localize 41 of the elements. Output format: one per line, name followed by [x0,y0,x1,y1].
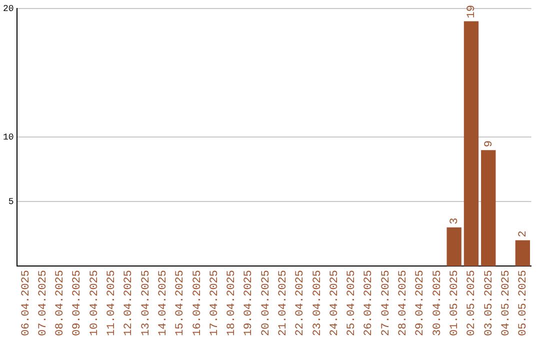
x-tick-label: 04.05.2025 [500,270,512,336]
y-tick-label: 20 [2,4,14,14]
data-label: 19 [466,5,478,18]
x-tick-label: 12.04.2025 [123,270,136,336]
bar [481,150,496,266]
x-tick-label: 17.04.2025 [208,270,221,336]
bar [464,21,479,266]
x-tick-label: 26.04.2025 [363,270,376,336]
data-label: 2 [518,230,530,238]
y-tick-label: 10 [2,132,14,143]
data-label: 9 [483,140,496,148]
x-tick-label: 07.04.2025 [37,270,50,336]
x-tick-label: 18.04.2025 [226,270,238,336]
x-tick-label: 03.05.2025 [483,270,496,336]
x-tick-label: 27.04.2025 [380,270,392,336]
x-tick-label: 09.04.2025 [72,270,84,336]
x-tick-label: 02.05.2025 [466,270,478,336]
x-tick-label: 10.04.2025 [88,270,101,336]
x-tick-label: 28.04.2025 [398,270,410,336]
x-tick-label: 16.04.2025 [192,270,204,336]
x-tick-label: 23.04.2025 [312,270,324,336]
x-tick-label: 06.04.2025 [20,270,32,336]
x-tick-label: 22.04.2025 [294,270,307,336]
x-tick-label: 21.04.2025 [278,270,290,336]
x-tick-label: 25.04.2025 [346,270,358,336]
x-tick-label: 24.04.2025 [328,270,341,336]
x-tick-label: 30.04.2025 [432,270,444,336]
bar [446,227,462,266]
x-tick-label: 11.04.2025 [106,270,118,336]
x-tick-label: 08.04.2025 [54,270,67,336]
x-tick-label: 29.04.2025 [414,270,427,336]
x-tick-label: 01.05.2025 [448,270,461,336]
x-tick-label: 15.04.2025 [174,270,187,336]
x-tick-label: 14.04.2025 [157,270,170,336]
data-label: 3 [448,218,461,224]
x-tick-label: 20.04.2025 [260,270,272,336]
bar [515,240,530,266]
x-tick-label: 19.04.2025 [243,270,256,336]
x-tick-label: 05.05.2025 [518,270,530,336]
x-tick-label: 13.04.2025 [140,270,152,336]
y-tick-label: 5 [8,196,14,207]
